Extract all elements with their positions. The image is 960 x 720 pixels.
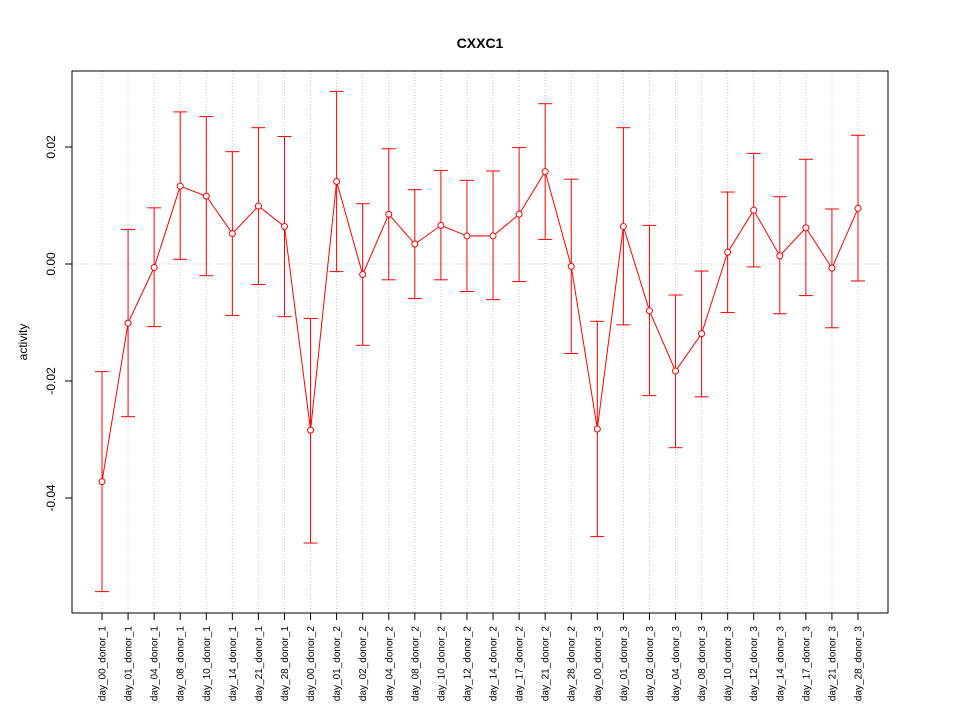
x-tick-label: day_08_donor_1 [176,626,187,702]
plot-frame [71,70,889,614]
x-tick-label: day_21_donor_1 [254,626,265,702]
data-point [489,232,497,240]
x-tick-label: day_14_donor_2 [489,626,500,702]
chart-title: CXXC1 [457,35,504,51]
data-point [802,224,810,232]
data-point [672,367,680,375]
series-activity [95,90,865,593]
x-tick-label: day_08_donor_3 [697,626,708,702]
data-point [645,307,653,315]
x-tick-label: day_10_donor_3 [723,626,734,702]
data-point [359,271,367,279]
data-point [411,240,419,248]
data-point [176,182,184,190]
x-tick-label: day_10_donor_1 [202,626,213,702]
data-point [150,264,158,272]
y-tick-label: -0.04 [44,484,58,512]
x-tick-label: day_01_donor_3 [619,626,630,702]
data-point [724,248,732,256]
data-point [280,223,288,231]
data-point [828,264,836,272]
x-tick-label: day_21_donor_2 [541,626,552,702]
data-point [593,425,601,433]
data-point [202,192,210,200]
x-tick-label: day_00_donor_3 [593,626,604,702]
y-tick-label: 0.00 [44,252,58,276]
data-point [437,221,445,229]
x-tick-label: day_17_donor_2 [515,626,526,702]
x-tick-label: day_14_donor_3 [775,626,786,702]
data-point [854,204,862,212]
x-tick-label: day_10_donor_2 [436,626,447,702]
x-axis: day_00_donor_1 day_01_donor_1 day_04_donor… [98,612,865,702]
data-point [750,206,758,214]
data-point [776,252,784,260]
x-tick-label: day_14_donor_1 [228,626,239,702]
x-tick-label: day_28_donor_1 [280,626,291,702]
series-line [101,170,859,482]
x-tick-label: day_04_donor_3 [671,626,682,702]
x-tick-label: day_04_donor_2 [384,626,395,702]
x-tick-label: day_00_donor_1 [98,626,109,702]
y-tick-label: -0.02 [44,367,58,395]
y-axis-label: activity [16,324,30,361]
x-tick-label: day_02_donor_2 [358,626,369,702]
data-point [698,330,706,338]
x-tick-label: day_08_donor_2 [410,626,421,702]
y-axis: -0.04 -0.02 0.00 0.02 [44,135,73,512]
x-tick-label: day_02_donor_3 [645,626,656,702]
x-tick-label: day_21_donor_3 [827,626,838,702]
x-tick-label: day_12_donor_3 [749,626,760,702]
grid-lines [72,71,888,613]
y-tick-label: 0.02 [44,135,58,159]
data-point [463,232,471,240]
data-point [541,168,549,176]
x-tick-label: day_00_donor_2 [306,626,317,702]
x-tick-label: day_01_donor_2 [332,626,343,702]
data-point [333,178,341,186]
data-point [307,426,315,434]
x-tick-label: day_01_donor_1 [124,626,135,702]
x-tick-label: day_12_donor_2 [462,626,473,702]
data-point [385,210,393,218]
x-tick-label: day_17_donor_3 [801,626,812,702]
data-point [567,262,575,270]
x-tick-label: day_04_donor_1 [150,626,161,702]
data-point [254,202,262,210]
data-point [98,478,106,486]
x-tick-label: day_28_donor_3 [854,626,865,702]
data-point [228,230,236,238]
data-point [515,210,523,218]
x-tick-label: day_28_donor_2 [567,626,578,702]
data-point [619,223,627,231]
data-point [124,319,132,327]
